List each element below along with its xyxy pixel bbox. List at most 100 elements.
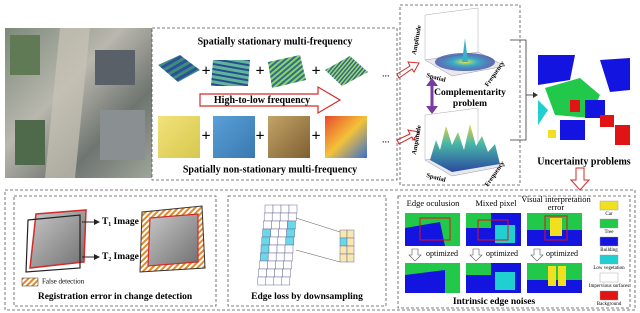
label: Intrinsic edge noises [453, 297, 536, 307]
frequency-panel-text: ... [382, 68, 390, 79]
edge-loss-panel-g-rect [273, 276, 283, 286]
edge-loss-panel-g-rect [265, 276, 275, 286]
legend-swatch [599, 200, 619, 211]
frequency-panel-g-text: + [311, 63, 320, 80]
label: High-to-low frequency [214, 95, 310, 106]
frequency-panel-polygon [158, 55, 200, 82]
edge-loss-panel-g-rect [276, 244, 286, 254]
edge-loss-panel-g-rect [263, 212, 273, 222]
edge-noise-panel-g-rect [550, 218, 562, 236]
label: Edge oculusion [407, 198, 460, 208]
frequency-panel: Spatially stationary multi-frequency + + +… [151, 27, 398, 181]
segmentation-map-rect [560, 120, 585, 140]
label: T₁ Image [102, 217, 139, 227]
label: Complementarity [434, 88, 506, 98]
edge-loss-panel-g-rect [339, 237, 348, 247]
edge-loss-panel-g-rect [275, 252, 285, 262]
registration-panel: T₁ Image T₂ Image False detection Regist… [13, 195, 217, 307]
edge-loss-panel-g-rect [264, 204, 274, 214]
label: optimized [546, 249, 578, 258]
label: Spatially non-stationary multi-frequency [183, 164, 357, 175]
edge-loss-panel-g-rect [346, 253, 355, 263]
segmentation-map-polygon [600, 58, 630, 92]
legend-swatch [599, 236, 619, 247]
edge-noise-panel-g-rect [544, 215, 568, 241]
edge-loss-panel-g-rect [257, 276, 267, 286]
edge-loss-panel-line [295, 217, 341, 233]
edge-loss-panel-g-rect [261, 236, 271, 246]
plot-panel: Amplitude Spatial Frequency Complementar… [399, 4, 538, 188]
edge-loss-panel-rect [227, 195, 387, 307]
edge-loss-panel-g-rect [346, 245, 355, 255]
red-arrows-polygon [396, 61, 420, 79]
registration-panel-rect [21, 277, 39, 287]
plot-panel-rect [399, 4, 521, 186]
legend-label: Low vegetation [593, 266, 625, 271]
plot-panel-polygon [533, 92, 538, 98]
edge-loss-panel-g-rect [258, 268, 267, 278]
frequency-panel-polygon [199, 85, 342, 115]
edge-loss-panel-g-rect [285, 236, 295, 246]
edge-loss-panel-g-rect [279, 212, 289, 222]
legend-swatch [599, 218, 619, 229]
edge-loss-panel-g-rect [259, 252, 269, 262]
label: Spatial [426, 72, 447, 84]
legend-label: Car [605, 212, 613, 217]
edge-loss-panel-g-rect [272, 204, 282, 214]
aerial-image-rect [10, 35, 40, 75]
edge-loss-panel-g-rect [277, 236, 287, 246]
aerial-image-rect [100, 110, 145, 160]
legend-label: Impervious surfaces [589, 284, 629, 289]
segmentation-map-polygon [538, 55, 575, 85]
registration-panel-polygon [25, 214, 81, 273]
frequency-panel-polygon [325, 56, 368, 86]
edge-loss-panel-g-rect [280, 204, 290, 214]
edge-noise-panel-g-rect [495, 272, 515, 290]
plot-panel-polygon [426, 106, 438, 114]
red-arrows-polygon [396, 129, 420, 145]
edge-loss-panel-g-rect [271, 220, 280, 230]
aerial-image-rect [15, 120, 45, 165]
edge-noise-panel: Edge oculusion Mixed pixel Visual interp… [397, 194, 631, 309]
plot-panel-polyline [510, 39, 527, 141]
edge-loss-panel-g-rect [284, 244, 294, 254]
edge-loss-panel-g-rect [339, 253, 348, 263]
edge-loss-panel-g-rect [288, 204, 298, 214]
segmentation-map-polygon [538, 100, 548, 125]
label: problem [453, 99, 487, 109]
plot-panel-polyline [424, 107, 479, 160]
frequency-panel-text: ... [382, 134, 390, 145]
edge-loss-panel-g-rect [287, 220, 296, 230]
edge-noise-panel-g-polygon [405, 270, 445, 293]
label: Edge loss by downsampling [251, 292, 363, 302]
segmentation-map-polygon [569, 167, 591, 191]
registration-panel-polygon [94, 219, 100, 225]
label: error [548, 202, 565, 212]
registration-panel-polygon [147, 213, 199, 267]
segmentation-map-rect [585, 100, 605, 118]
edge-noise-panel-g-rect [477, 219, 509, 241]
edge-loss-panel-g-rect [286, 228, 295, 238]
red-arrows [396, 61, 420, 145]
frequency-panel-rect [268, 116, 310, 158]
legend-label: Tree [605, 230, 615, 235]
frequency-panel-rect [325, 116, 367, 158]
label: Amplitude [411, 25, 423, 55]
edge-noise-panel-g-rect [527, 280, 582, 293]
label: Amplitude [411, 125, 423, 155]
frequency-panel-g-text: + [201, 63, 210, 80]
plot-panel-polygon [430, 124, 500, 172]
edge-loss-panel-g-rect [278, 228, 287, 238]
label: Spatially stationary multi-frequency [198, 36, 353, 47]
legend-swatch [599, 272, 619, 283]
segmentation-map-rect [570, 100, 580, 112]
frequency-panel-rect [158, 116, 200, 158]
edge-loss-panel-g-rect [282, 268, 291, 278]
segmentation-map-rect [615, 125, 630, 145]
edge-loss-panel-g-rect [281, 276, 291, 286]
edge-loss-panel-g-rect [267, 260, 276, 270]
edge-noise-panel-g-rect [548, 266, 556, 286]
bottom-panel [4, 189, 636, 311]
label: Mixed pixel [475, 198, 517, 208]
